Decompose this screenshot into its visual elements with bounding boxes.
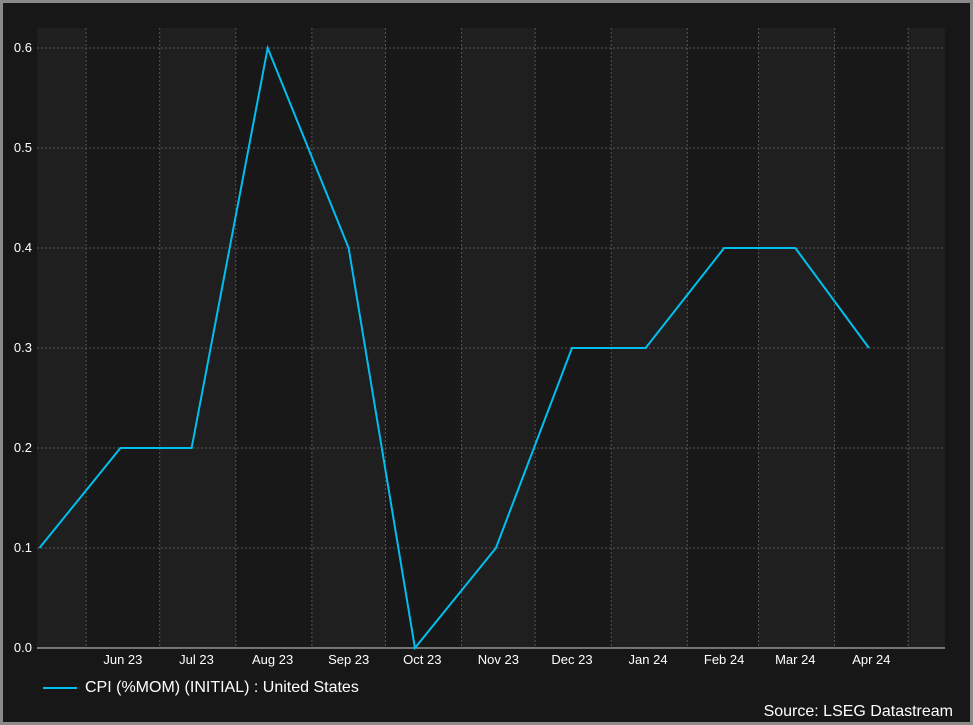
plot-band: [611, 28, 688, 648]
y-tick-label: 0.6: [14, 40, 32, 55]
series-line: [38, 44, 870, 651]
plot-band: [37, 28, 87, 648]
y-tick-label: 0.3: [14, 340, 32, 355]
x-tick-label: Oct 23: [403, 652, 441, 667]
plot-band: [535, 28, 612, 648]
plot-band: [908, 28, 945, 648]
plot-band: [311, 28, 386, 648]
x-tick-label: Jul 23: [179, 652, 214, 667]
plot-band: [385, 28, 462, 648]
x-tick-label: Nov 23: [478, 652, 519, 667]
plot-band: [758, 28, 835, 648]
plot-band: [687, 28, 759, 648]
line-chart: 0.0 0.1 0.2 0.3 0.4 0.5 0.6 Jun 23 Jul 23 Aug 23 S…: [14, 28, 945, 667]
chart-frame: 0.0 0.1 0.2 0.3 0.4 0.5 0.6 Jun 23 Jul 23 Aug 23 S…: [3, 3, 970, 722]
plot-band: [834, 28, 909, 648]
x-tick-label: Mar 24: [775, 652, 815, 667]
x-tick-label: Dec 23: [551, 652, 592, 667]
legend-swatch: [43, 687, 77, 689]
x-tick-label: Sep 23: [328, 652, 369, 667]
y-tick-label: 0.5: [14, 140, 32, 155]
plot-band: [461, 28, 536, 648]
x-tick-label: Jan 24: [629, 652, 668, 667]
plot-band: [86, 28, 160, 648]
y-tick-label: 0.1: [14, 540, 32, 555]
x-tick-label: Feb 24: [704, 652, 744, 667]
x-tick-label: Apr 24: [852, 652, 890, 667]
plot-band: [159, 28, 236, 648]
y-tick-label: 0.4: [14, 240, 32, 255]
legend: CPI (%MOM) (INITIAL) : United States: [43, 679, 359, 697]
plot-band: [235, 28, 312, 648]
x-tick-label: Jun 23: [103, 652, 142, 667]
source-note: Source: LSEG Datastream: [763, 703, 953, 720]
legend-label: CPI (%MOM) (INITIAL) : United States: [85, 679, 359, 696]
y-tick-label: 0.0: [14, 640, 32, 655]
y-tick-label: 0.2: [14, 440, 32, 455]
x-tick-label: Aug 23: [252, 652, 293, 667]
